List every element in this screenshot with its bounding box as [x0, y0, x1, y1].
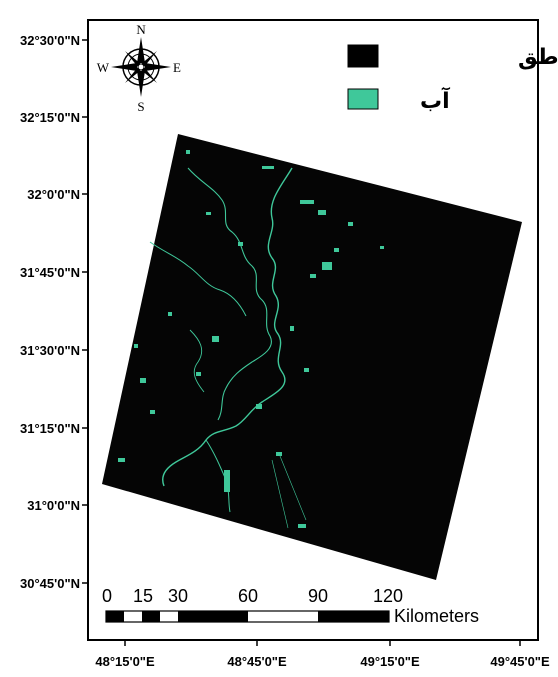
legend: سایر مناطق آب	[347, 44, 558, 114]
lat-label-6: 31°15'0"N	[20, 421, 80, 436]
lat-label-5: 31°30'0"N	[20, 343, 80, 358]
compass-north-point	[137, 37, 145, 63]
lat-label-3: 32°0'0"N	[27, 187, 80, 202]
scale-tick-120: 120	[373, 586, 403, 606]
drainage-line-2	[279, 455, 307, 521]
water-patches	[118, 150, 384, 528]
compass-south-label: S	[137, 99, 144, 114]
lat-label-1: 32°30'0"N	[20, 33, 80, 48]
compass-north-label: N	[136, 22, 146, 37]
lon-label-1: 48°15'0"E	[95, 654, 155, 669]
scale-tick-30: 30	[168, 586, 188, 606]
drainage-line-1	[271, 459, 289, 529]
river-main	[162, 167, 293, 487]
satellite-scene	[102, 134, 522, 580]
scale-unit-label: Kilometers	[394, 606, 479, 626]
river-secondary	[187, 167, 272, 421]
lat-label-2: 32°15'0"N	[20, 110, 80, 125]
scale-tick-90: 90	[308, 586, 328, 606]
legend-swatch-water	[347, 88, 379, 110]
lon-label-3: 49°15'0"E	[360, 654, 420, 669]
river-tributary-southwest	[189, 329, 205, 393]
compass-west-label: W	[97, 60, 110, 75]
legend-swatch-other	[347, 44, 379, 68]
scale-tick-60: 60	[238, 586, 258, 606]
longitude-axis: 48°15'0"E 48°45'0"E 49°15'0"E 49°45'0"E	[95, 640, 550, 669]
river-tributary-west	[149, 241, 247, 317]
scene-extent	[102, 134, 522, 580]
compass-east-point	[145, 63, 171, 71]
scale-tick-15: 15	[133, 586, 153, 606]
legend-label-other: سایر مناطق	[518, 45, 558, 70]
lat-label-4: 31°45'0"N	[20, 265, 80, 280]
lon-label-4: 49°45'0"E	[490, 654, 550, 669]
compass-west-point	[111, 63, 137, 71]
compass-south-point	[137, 71, 145, 97]
lon-label-2: 48°45'0"E	[227, 654, 287, 669]
scale-tick-0: 0	[102, 586, 112, 606]
compass-east-label: E	[173, 60, 181, 75]
lat-label-7: 31°0'0"N	[27, 498, 80, 513]
legend-label-water: آب	[420, 86, 450, 114]
lat-label-8: 30°45'0"N	[20, 576, 80, 591]
compass-rose: N S E W	[97, 22, 181, 114]
latitude-axis: 32°30'0"N 32°15'0"N 32°0'0"N 31°45'0"N 3…	[20, 33, 88, 591]
scale-bar: 0 15 30 60 90 120 Kilometers	[102, 586, 479, 626]
